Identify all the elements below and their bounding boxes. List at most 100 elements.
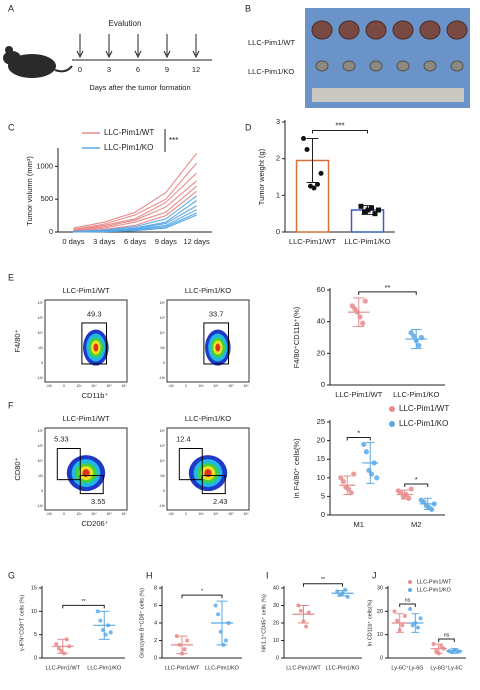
- series-line: [73, 162, 198, 230]
- flow-tick: -10³: [37, 376, 44, 380]
- data-point: [354, 309, 361, 315]
- flow-tick: 10⁵: [160, 316, 166, 320]
- tumor: [369, 60, 383, 72]
- data-point: [369, 205, 374, 211]
- y-tick-label: 10: [31, 609, 37, 615]
- row-label: LLC-Pim1/WT: [248, 38, 296, 47]
- y-tick-label: 0: [276, 655, 279, 661]
- y-tick-label: 15: [31, 585, 37, 591]
- x-tick-label: Ly-6G⁺Ly-6C: [430, 664, 462, 671]
- flow-tick: 10⁶: [38, 301, 44, 305]
- flow-y-label: F4/80⁺: [13, 329, 22, 352]
- data-point: [216, 612, 221, 617]
- data-point: [340, 478, 346, 485]
- y-tick-label: 30: [377, 585, 383, 591]
- x-tick-label: LLC-Pim1/KO: [344, 237, 390, 246]
- data-point: [213, 603, 218, 608]
- data-point: [362, 298, 368, 304]
- flow-tick: 10⁴: [91, 384, 97, 388]
- gate-value: 33.7: [209, 310, 224, 319]
- data-point: [431, 642, 436, 646]
- y-tick-label: 1: [276, 190, 280, 199]
- flow-tick: 10⁴: [160, 459, 166, 463]
- data-point: [343, 587, 348, 592]
- y-tick-label: 0: [49, 227, 53, 236]
- data-point: [397, 628, 402, 632]
- y-tick-label: 0: [321, 380, 325, 389]
- tumor-photo: [305, 8, 470, 108]
- gate: [56, 448, 81, 481]
- density: [93, 343, 99, 352]
- data-point: [416, 342, 422, 349]
- y-axis-label: In CD11b⁺ cells(%): [366, 599, 373, 646]
- data-point: [439, 644, 444, 649]
- flow-tick: 10⁴: [91, 512, 97, 516]
- panel-letter: I: [266, 570, 269, 580]
- y-tick-label: 8: [154, 585, 157, 591]
- y-tick-label: 0: [321, 510, 325, 519]
- y-axis-label: F4/80⁺CD11b⁺(%): [292, 306, 301, 368]
- flow-tick: 10⁵: [228, 512, 234, 516]
- flow-tick: 10⁵: [38, 444, 44, 448]
- data-point: [335, 589, 340, 594]
- tumor: [315, 60, 329, 72]
- row-label: LLC-Pim1/KO: [248, 67, 294, 76]
- legend-swatch: [389, 421, 395, 427]
- tumor: [419, 20, 441, 40]
- data-point: [360, 320, 366, 326]
- y-tick-label: 4: [154, 620, 157, 626]
- data-point: [348, 490, 354, 496]
- gate: [178, 448, 203, 481]
- y-axis-label: γ-IFN⁺CD8⁺T cells (%): [18, 595, 25, 651]
- y-tick-label: 0: [154, 655, 157, 661]
- y-axis-label: Tumor volumn (mm³): [25, 156, 34, 226]
- day-label: 9: [165, 65, 169, 74]
- data-point: [372, 211, 378, 217]
- arrow-head: [134, 50, 142, 59]
- panel-letter: F: [8, 400, 14, 410]
- y-tick-label: 60: [317, 285, 325, 294]
- flow-tick: 0: [185, 512, 187, 516]
- data-point: [301, 619, 306, 624]
- x-tick-label: LLC-Pim1/KO: [87, 665, 122, 671]
- y-tick-label: 500: [40, 194, 53, 203]
- sig-label: *: [201, 589, 204, 595]
- data-point: [180, 651, 184, 656]
- flow-frame: [166, 427, 250, 511]
- data-point: [177, 642, 182, 647]
- x-tick-label: LLC-Pim1/WT: [335, 390, 383, 399]
- y-tick-label: 2: [154, 638, 157, 644]
- legend-swatch: [389, 406, 395, 412]
- sig-label: ns: [405, 597, 411, 603]
- data-point: [374, 475, 380, 481]
- gate-value: 5.33: [54, 434, 69, 443]
- data-point: [403, 491, 409, 498]
- mouse: [3, 46, 73, 78]
- flow-tick: 10⁵: [160, 444, 166, 448]
- flow-tick: 0: [163, 361, 165, 365]
- data-point: [376, 207, 381, 213]
- flow-tick: 10³: [38, 346, 44, 350]
- data-point: [174, 634, 179, 639]
- series-line: [73, 180, 197, 232]
- y-tick-label: 0: [34, 655, 37, 661]
- panel-letter: A: [8, 3, 14, 13]
- data-point: [371, 460, 377, 466]
- sig-label: *: [357, 428, 360, 437]
- series-line: [73, 214, 197, 233]
- flow-tick: 10⁵: [38, 316, 44, 320]
- data-point: [98, 618, 103, 623]
- arrow-head: [192, 50, 200, 59]
- flow-tick: 10⁶: [243, 384, 249, 388]
- x-tick-label: LLC-Pim1/KO: [205, 665, 240, 671]
- data-point: [221, 642, 226, 647]
- panel-letter: C: [8, 122, 15, 132]
- flow-tick: -10³: [46, 512, 53, 516]
- y-axis-label: NK1.1⁺CD45⁺ cells (%): [260, 594, 267, 652]
- data-point: [441, 646, 446, 651]
- sig-bracket: [404, 483, 429, 487]
- x-tick-label: 0 days: [62, 237, 84, 246]
- sig-bracket: [303, 583, 343, 587]
- data-point: [103, 632, 108, 637]
